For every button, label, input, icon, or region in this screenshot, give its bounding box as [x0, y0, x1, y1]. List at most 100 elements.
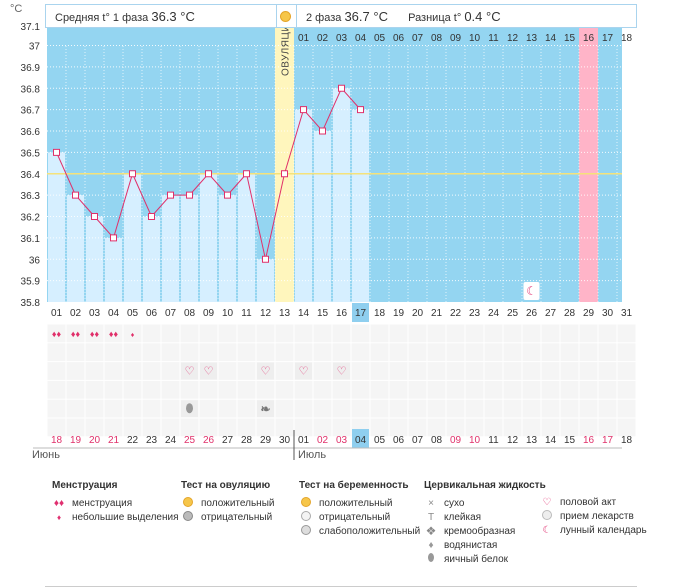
- legend-menstruation: Менструация ♦♦ менструация ♦ небольшие выд…: [52, 480, 179, 524]
- symptom-cell: [66, 380, 85, 399]
- cycle-day-label: 17: [355, 308, 367, 319]
- legend-item: менструация: [72, 497, 133, 509]
- y-tick-label: 36.3: [21, 191, 41, 202]
- current-date-highlight: [352, 429, 369, 448]
- symptom-cell: [408, 343, 427, 362]
- symptom-cell: [66, 324, 85, 343]
- temperature-point: [300, 106, 307, 114]
- top-day-label: 02: [317, 33, 329, 44]
- legend-ovulation-test-title: Тест на овуляцию: [181, 480, 271, 491]
- symptom-cell: [218, 343, 237, 362]
- symptom-cell: [104, 380, 123, 399]
- y-tick-label: 36.4: [21, 170, 41, 181]
- symptom-cell: [522, 324, 541, 343]
- cycle-day-label: 27: [545, 308, 557, 319]
- calendar-date-label: 10: [469, 435, 481, 446]
- calendar-date-label: 21: [108, 435, 120, 446]
- symptom-cell: [332, 380, 351, 399]
- month-label: Июль: [298, 449, 326, 461]
- symptom-cell: [427, 418, 446, 437]
- symptom-cell: [85, 380, 104, 399]
- sticky-icon: T: [427, 511, 435, 523]
- cycle-day-label: 14: [298, 308, 310, 319]
- intercourse-cell: [200, 362, 217, 380]
- top-day-label: 18: [621, 33, 633, 44]
- calendar-date-label: 01: [298, 435, 310, 446]
- top-day-label: 01: [298, 33, 310, 44]
- symptom-cell: [142, 324, 161, 343]
- symptom-cell: [123, 380, 142, 399]
- symptom-cell: [446, 324, 465, 343]
- symptom-cell: [484, 362, 503, 380]
- symptom-cell: [389, 380, 408, 399]
- symptom-cell: [161, 362, 180, 380]
- symptom-cell: [541, 362, 560, 380]
- symptom-cell: [332, 343, 351, 362]
- symptom-cell: [522, 380, 541, 399]
- legend-item: небольшие выделения: [72, 511, 179, 523]
- symptom-cell: [123, 343, 142, 362]
- temperature-bar: [162, 195, 179, 302]
- symptom-cell: [66, 343, 85, 362]
- month-label: Июнь: [32, 449, 60, 461]
- symptom-cell: [484, 343, 503, 362]
- symptom-cell: [294, 343, 313, 362]
- symptom-cell: [161, 324, 180, 343]
- y-tick-label: 35.8: [21, 298, 41, 309]
- symptom-cell: [389, 324, 408, 343]
- temperature-point: [243, 170, 250, 178]
- symptom-cell: [66, 399, 85, 418]
- symptom-cell: [465, 343, 484, 362]
- symptom-cell: [427, 362, 446, 380]
- symptom-cell: [446, 343, 465, 362]
- top-day-label: 08: [431, 33, 443, 44]
- symptom-cell: [313, 362, 332, 380]
- symptom-cell: [351, 324, 370, 343]
- temperature-bar: [143, 216, 160, 302]
- egg-white-icon: [186, 403, 193, 414]
- y-tick-label: 36.1: [21, 234, 41, 245]
- symptom-cell: [85, 343, 104, 362]
- temperature-bar: [295, 109, 312, 302]
- cycle-day-label: 22: [450, 308, 462, 319]
- top-day-label: 07: [412, 33, 424, 44]
- legend-item: отрицательный: [201, 511, 273, 523]
- calendar-date-label: 19: [70, 435, 82, 446]
- symptom-cell: [218, 399, 237, 418]
- symptom-cell: [560, 362, 579, 380]
- symptom-cell: [199, 343, 218, 362]
- symptom-cell: [617, 418, 636, 437]
- legend-item: прием лекарств: [560, 510, 634, 522]
- top-day-label: 13: [526, 33, 538, 44]
- symptom-cell: [579, 418, 598, 437]
- symptom-cell: [66, 418, 85, 437]
- symptom-cell: [275, 343, 294, 362]
- bbt-chart: °C 37.1 37 36.9 36.8 36.7 36.6 36.5 36.4 36.3 36.2…: [10, 3, 636, 461]
- symptom-cell: [199, 399, 218, 418]
- heart-icon: ♡: [261, 366, 271, 378]
- white-circle-icon: [299, 510, 313, 524]
- symptom-cell: [465, 418, 484, 437]
- symptom-cell: [237, 362, 256, 380]
- calendar-date-label: 12: [507, 435, 519, 446]
- symptom-cell: [104, 362, 123, 380]
- cycle-day-label: 23: [469, 308, 481, 319]
- symptom-cell: [313, 343, 332, 362]
- calendar-date-label: 13: [526, 435, 538, 446]
- symptom-cell: [522, 418, 541, 437]
- legend-item: водянистая: [444, 539, 498, 551]
- symptom-cell: [427, 380, 446, 399]
- symptom-cell: [47, 362, 66, 380]
- legend-item: клейкая: [444, 511, 482, 523]
- cycle-day-label: 10: [222, 308, 234, 319]
- symptom-cell: [275, 380, 294, 399]
- heart-icon: ♡: [337, 366, 347, 378]
- temperature-bar: [238, 173, 255, 302]
- moon-marker: [523, 282, 540, 300]
- symptom-cell: [598, 380, 617, 399]
- intercourse-cell: [181, 362, 198, 380]
- y-axis-unit: °C: [10, 3, 22, 15]
- symptom-cell: [351, 343, 370, 362]
- legend-other: ♡ половой акт прием лекарств ☾ лунный кале…: [540, 495, 647, 537]
